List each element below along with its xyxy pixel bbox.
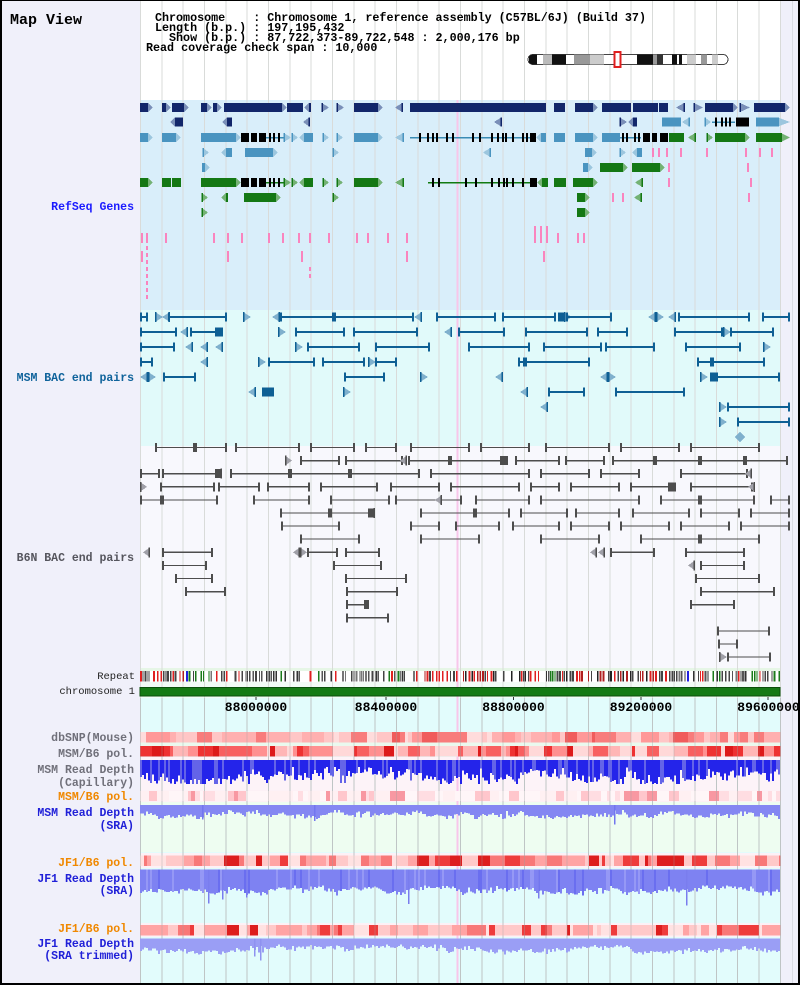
svg-text:(SRA): (SRA) bbox=[99, 820, 134, 833]
svg-text:MSM/B6 pol.: MSM/B6 pol. bbox=[58, 791, 134, 804]
svg-text:Length (b.p.) : 197,195,432: Length (b.p.) : 197,195,432 bbox=[155, 21, 344, 35]
svg-text:JF1/B6 pol.: JF1/B6 pol. bbox=[58, 857, 134, 870]
svg-text:(SRA trimmed): (SRA trimmed) bbox=[44, 950, 134, 963]
svg-text:88400000: 88400000 bbox=[355, 700, 418, 715]
svg-text:Chromosome : Chromosome 1,: Chromosome : Chromosome 1, reference ass… bbox=[155, 11, 646, 25]
svg-text:MSM Read Depth: MSM Read Depth bbox=[37, 764, 134, 777]
svg-text:MSM Read Depth: MSM Read Depth bbox=[37, 807, 134, 820]
svg-text:JF1 Read Depth: JF1 Read Depth bbox=[37, 938, 134, 951]
svg-text:(Capillary): (Capillary) bbox=[58, 777, 134, 790]
svg-text:89200000: 89200000 bbox=[610, 700, 673, 715]
svg-text:chromosome 1: chromosome 1 bbox=[59, 686, 135, 698]
svg-text:Read coverage check span : 10,: Read coverage check span : 10,000 bbox=[146, 41, 377, 55]
svg-text:MSM/B6 pol.: MSM/B6 pol. bbox=[58, 748, 134, 761]
svg-text:Repeat: Repeat bbox=[97, 671, 135, 683]
svg-text:RefSeq Genes: RefSeq Genes bbox=[51, 201, 134, 214]
svg-text:Show (b.p.) : 87,722,373-89,72: Show (b.p.) : 87,722,373-89,722,548 : 2,… bbox=[155, 31, 520, 45]
svg-text:Map View: Map View bbox=[10, 12, 82, 29]
svg-text:(SRA): (SRA) bbox=[99, 885, 134, 898]
svg-text:89600000: 89600000 bbox=[737, 700, 800, 715]
svg-text:88000000: 88000000 bbox=[225, 700, 288, 715]
svg-text:B6N BAC end pairs: B6N BAC end pairs bbox=[17, 552, 134, 565]
svg-text:MSM BAC end pairs: MSM BAC end pairs bbox=[17, 372, 134, 385]
svg-text:JF1 Read Depth: JF1 Read Depth bbox=[37, 873, 134, 886]
svg-text:88800000: 88800000 bbox=[482, 700, 545, 715]
svg-text:dbSNP(Mouse): dbSNP(Mouse) bbox=[51, 732, 134, 745]
svg-text:JF1/B6 pol.: JF1/B6 pol. bbox=[58, 923, 134, 936]
